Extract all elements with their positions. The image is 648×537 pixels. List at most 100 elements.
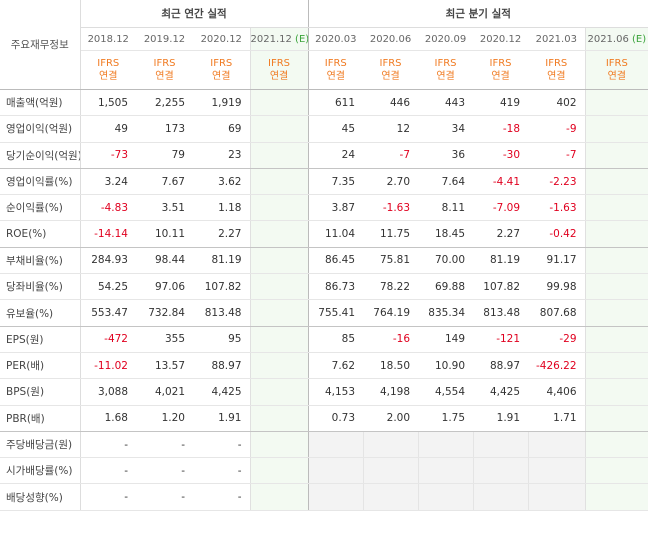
value-cell: 2.27	[193, 220, 250, 248]
ifrs-label: IFRS	[268, 58, 291, 69]
empty-cell	[584, 89, 648, 117]
row-label: PER(배)	[0, 352, 81, 380]
empty-cell	[249, 326, 309, 353]
value-cell: 173	[136, 115, 193, 143]
value-cell: 11.04	[307, 220, 364, 248]
value-cell: -7.09	[473, 194, 529, 222]
value-cell: -7	[528, 142, 586, 169]
data-row: 배당성향(%) - - -	[0, 483, 648, 511]
empty-cell	[249, 273, 309, 301]
empty-cell	[249, 194, 309, 222]
value-cell: 70.00	[418, 247, 474, 275]
value-cell: 49	[80, 115, 136, 143]
value-cell: 4,425	[193, 378, 250, 406]
empty-cell	[584, 378, 648, 406]
value-cell: 1.68	[80, 405, 136, 432]
period-label: 2020.12	[479, 33, 522, 45]
value-cell: 1.18	[193, 194, 250, 222]
empty-cell	[249, 431, 309, 459]
header-row: 주요재무정보 최근 연간 실적 최근 분기 실적	[0, 0, 648, 90]
data-row: BPS(원) 3,088 4,021 4,425 4,153 4,198 4,554 4,42…	[0, 378, 648, 406]
row-label: 부채비율(%)	[0, 247, 81, 275]
value-cell: 4,198	[363, 378, 419, 406]
value-cell: -0.42	[528, 220, 586, 248]
value-cell: 81.19	[473, 247, 529, 275]
period-label: 2021.03	[535, 33, 577, 45]
empty-cell	[584, 483, 648, 511]
period-label: 2021.12	[250, 33, 292, 45]
value-cell: 45	[307, 115, 364, 143]
value-cell: -1.63	[363, 194, 419, 222]
data-row: 당좌비율(%) 54.25 97.06 107.82 86.73 78.22 69.88 10…	[0, 273, 648, 301]
empty-cell	[584, 220, 648, 248]
value-cell: 4,153	[307, 378, 364, 406]
value-cell: 443	[418, 89, 474, 117]
estimate-mark: (E)	[295, 33, 309, 45]
row-label: 주당배당금(원)	[0, 431, 81, 459]
value-cell: 732.84	[136, 299, 193, 327]
period: 2019.12	[136, 27, 193, 51]
basis-label: 연결	[99, 71, 118, 82]
basis: IFRS 연결	[136, 50, 193, 90]
value-cell: 18.50	[363, 352, 419, 380]
value-cell: -	[193, 431, 250, 459]
value-cell: -121	[473, 326, 529, 353]
financial-table: 주요재무정보 최근 연간 실적 최근 분기 실적 2018.12 2019.12 2020…	[0, 0, 648, 511]
value-cell: 69.88	[418, 273, 474, 301]
empty-cell	[249, 352, 309, 380]
value-cell: 3.87	[307, 194, 364, 222]
basis-label: 연결	[326, 71, 345, 82]
period-row: 2018.12 2019.12 2020.12 2021.12 (E) 2020.03 2…	[0, 27, 648, 51]
row-label: 영업이익(억원)	[0, 115, 81, 143]
row-label: 매출액(억원)	[0, 89, 81, 117]
value-cell: 11.75	[363, 220, 419, 248]
empty-cell	[584, 405, 648, 432]
row-label: 당좌비율(%)	[0, 273, 81, 301]
value-cell: 75.81	[363, 247, 419, 275]
value-cell: 2,255	[136, 89, 193, 117]
data-row: 영업이익(억원) 49 173 69 45 12 34 -18 -9	[0, 115, 648, 143]
value-cell: -30	[473, 142, 529, 169]
empty-cell	[584, 142, 648, 169]
value-cell: -	[193, 483, 250, 511]
basis: IFRS 연결	[528, 50, 586, 90]
value-cell: -73	[80, 142, 136, 169]
empty-cell	[249, 299, 309, 327]
row-label: ROE(%)	[0, 220, 81, 248]
row-label: 배당성향(%)	[0, 483, 81, 511]
value-cell: 36	[418, 142, 474, 169]
value-cell: -	[80, 457, 136, 485]
basis: IFRS 연결	[249, 50, 309, 90]
period: 2020.03	[307, 27, 364, 51]
empty-cell	[417, 457, 474, 485]
empty-cell	[527, 457, 586, 485]
value-cell: -472	[80, 326, 136, 353]
value-cell: 755.41	[307, 299, 364, 327]
value-cell: 10.90	[418, 352, 474, 380]
value-cell: 1.91	[473, 405, 529, 432]
value-cell: 7.67	[136, 168, 193, 196]
value-cell: 1,919	[193, 89, 250, 117]
empty-cell	[249, 115, 309, 143]
value-cell: -426.22	[528, 352, 586, 380]
value-cell: 7.62	[307, 352, 364, 380]
value-cell: 34	[418, 115, 474, 143]
value-cell: 8.11	[418, 194, 474, 222]
row-label: 유보율(%)	[0, 299, 81, 327]
value-cell: 99.98	[528, 273, 586, 301]
value-cell: 813.48	[473, 299, 529, 327]
section-title: 최근 분기 실적	[307, 0, 648, 28]
value-cell: 835.34	[418, 299, 474, 327]
basis-label: 연결	[547, 71, 566, 82]
value-cell: -7	[363, 142, 419, 169]
period-label: 2020.09	[424, 33, 467, 45]
value-cell: 4,425	[473, 378, 529, 406]
empty-cell	[417, 431, 474, 459]
value-cell: 24	[307, 142, 364, 169]
data-row: 당기순이익(억원) -73 79 23 24 -7 36 -30 -7	[0, 142, 648, 169]
corner: 주요재무정보	[0, 0, 81, 90]
empty-cell	[584, 115, 648, 143]
value-cell: -18	[473, 115, 529, 143]
value-cell: 611	[307, 89, 364, 117]
